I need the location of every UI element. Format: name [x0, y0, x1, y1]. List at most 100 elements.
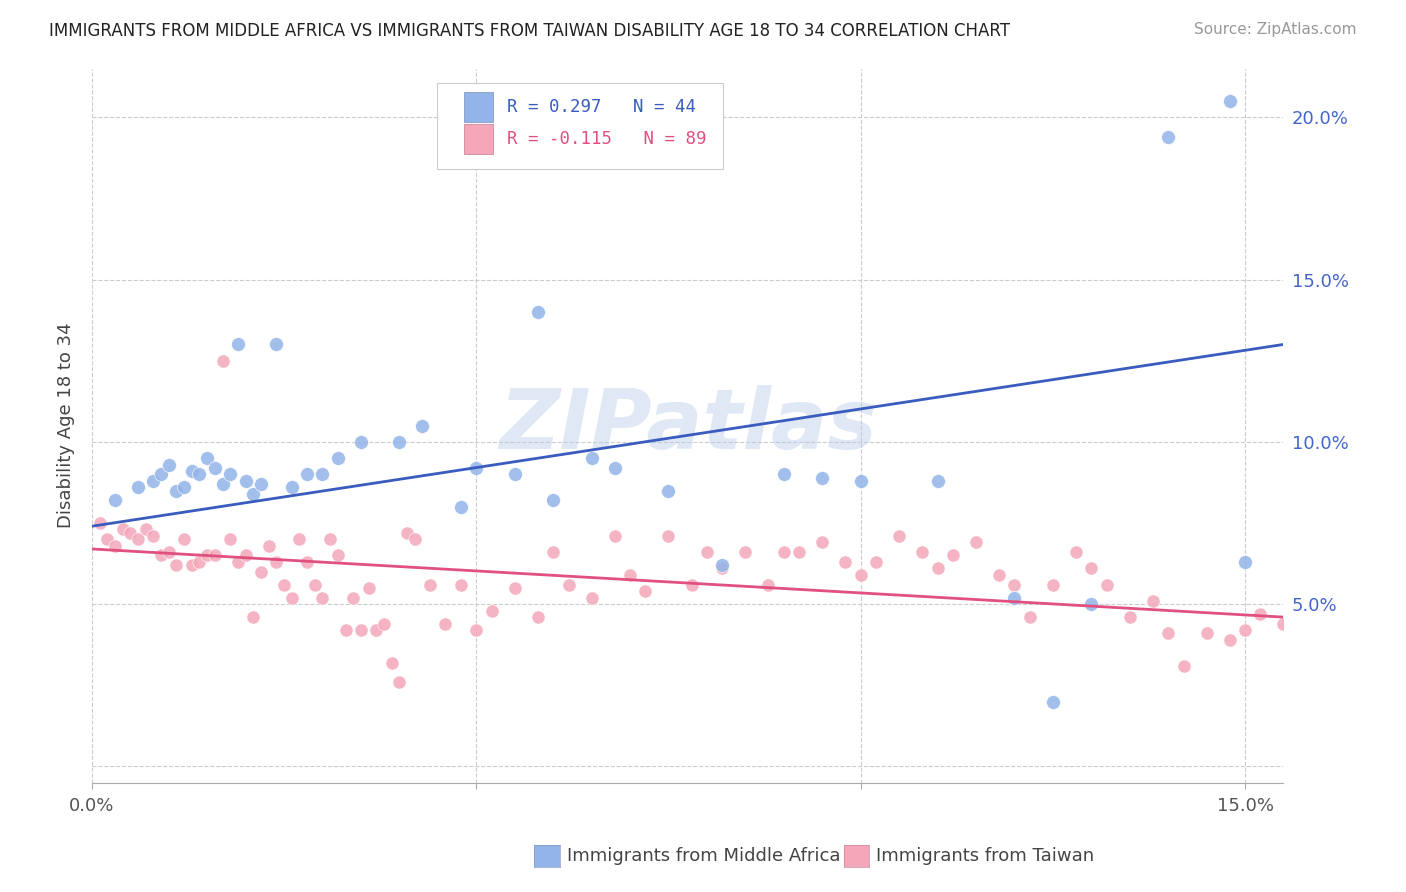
Point — [1080, 597, 1102, 611]
Point — [335, 623, 357, 637]
Point — [927, 561, 949, 575]
Point — [188, 555, 211, 569]
Point — [404, 532, 426, 546]
Point — [127, 480, 149, 494]
Point — [711, 558, 734, 573]
Point — [1219, 94, 1241, 108]
Point — [157, 458, 180, 472]
Point — [165, 483, 187, 498]
Point — [834, 555, 856, 569]
Point — [381, 656, 404, 670]
Point — [1002, 577, 1025, 591]
FancyBboxPatch shape — [437, 83, 724, 169]
Point — [266, 555, 288, 569]
Point — [1042, 694, 1064, 708]
Point — [1195, 626, 1218, 640]
Point — [311, 467, 333, 482]
Point — [319, 532, 342, 546]
Point — [250, 477, 273, 491]
Point — [734, 545, 756, 559]
Point — [911, 545, 934, 559]
Text: Immigrants from Taiwan: Immigrants from Taiwan — [876, 847, 1094, 865]
Point — [1295, 632, 1317, 647]
Point — [758, 577, 780, 591]
Text: Immigrants from Middle Africa: Immigrants from Middle Africa — [567, 847, 841, 865]
Point — [887, 529, 910, 543]
Point — [1272, 616, 1295, 631]
Point — [1249, 607, 1271, 621]
Point — [204, 460, 226, 475]
Point — [304, 577, 326, 591]
Point — [120, 525, 142, 540]
Text: R = 0.297   N = 44: R = 0.297 N = 44 — [506, 98, 696, 116]
Point — [242, 610, 264, 624]
Point — [226, 555, 249, 569]
Point — [342, 591, 364, 605]
Point — [242, 487, 264, 501]
Point — [219, 467, 242, 482]
Text: R = -0.115   N = 89: R = -0.115 N = 89 — [506, 130, 706, 148]
Point — [104, 539, 127, 553]
Point — [1018, 610, 1040, 624]
Point — [1064, 545, 1087, 559]
Point — [1234, 623, 1257, 637]
Point — [657, 483, 679, 498]
Point — [541, 493, 564, 508]
Text: ZIPatlas: ZIPatlas — [499, 385, 876, 467]
Point — [219, 532, 242, 546]
Point — [111, 523, 134, 537]
Point — [419, 577, 441, 591]
Point — [195, 549, 218, 563]
Point — [1173, 658, 1195, 673]
Point — [681, 577, 703, 591]
Point — [280, 591, 302, 605]
Point — [1234, 555, 1257, 569]
FancyBboxPatch shape — [464, 92, 494, 122]
Point — [273, 577, 295, 591]
Point — [1080, 561, 1102, 575]
Text: Source: ZipAtlas.com: Source: ZipAtlas.com — [1194, 22, 1357, 37]
Point — [450, 577, 472, 591]
Point — [211, 353, 233, 368]
Point — [180, 558, 202, 573]
Point — [180, 464, 202, 478]
Point — [295, 467, 318, 482]
Point — [787, 545, 810, 559]
Point — [173, 532, 195, 546]
Point — [1042, 577, 1064, 591]
Point — [965, 535, 987, 549]
Point — [772, 545, 794, 559]
Point — [373, 616, 395, 631]
Point — [226, 337, 249, 351]
Point — [541, 545, 564, 559]
Point — [657, 529, 679, 543]
Point — [942, 549, 965, 563]
Point — [1002, 591, 1025, 605]
Point — [366, 623, 388, 637]
Point — [1142, 594, 1164, 608]
Point — [150, 549, 173, 563]
Point — [1219, 632, 1241, 647]
Point — [135, 523, 157, 537]
Point — [150, 467, 173, 482]
Point — [157, 545, 180, 559]
Point — [434, 616, 457, 631]
Point — [173, 480, 195, 494]
Point — [396, 525, 419, 540]
Point — [619, 568, 641, 582]
Y-axis label: Disability Age 18 to 34: Disability Age 18 to 34 — [58, 323, 75, 528]
Point — [603, 529, 626, 543]
Point — [1095, 577, 1118, 591]
Point — [481, 604, 503, 618]
Point — [557, 577, 579, 591]
Text: IMMIGRANTS FROM MIDDLE AFRICA VS IMMIGRANTS FROM TAIWAN DISABILITY AGE 18 TO 34 : IMMIGRANTS FROM MIDDLE AFRICA VS IMMIGRA… — [49, 22, 1010, 40]
Point — [204, 549, 226, 563]
Point — [811, 535, 834, 549]
Point — [250, 565, 273, 579]
Point — [772, 467, 794, 482]
Point — [503, 581, 526, 595]
Point — [849, 474, 872, 488]
Point — [849, 568, 872, 582]
Point — [811, 470, 834, 484]
Point — [465, 460, 488, 475]
